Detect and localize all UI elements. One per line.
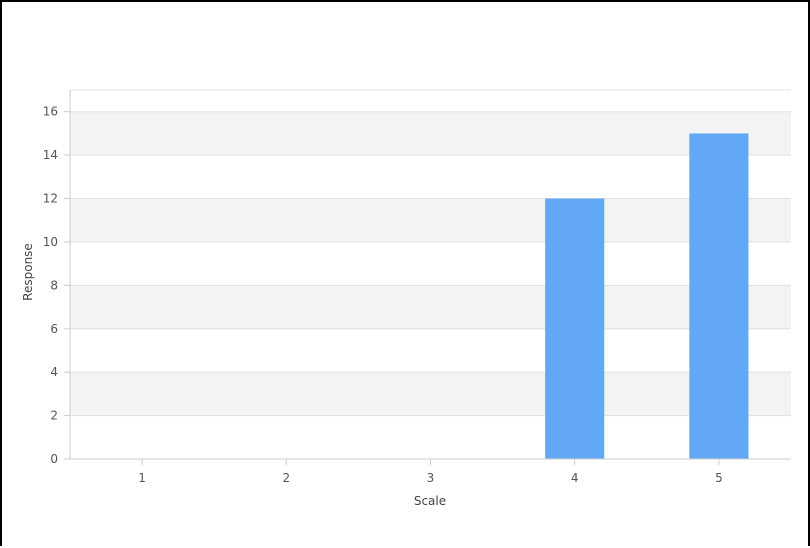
x-tick-labels: 1 2 3 4 5 — [138, 471, 722, 485]
grid-band — [70, 111, 791, 156]
x-tick-label: 2 — [282, 471, 290, 485]
grid-band — [70, 285, 791, 329]
grid-band — [70, 372, 791, 416]
grid-band — [70, 198, 791, 242]
y-tick-label: 2 — [50, 409, 58, 423]
y-tick-label: 6 — [50, 322, 58, 336]
y-tick-labels: 0 2 4 6 8 10 12 14 16 — [43, 105, 58, 466]
y-tick-label: 4 — [50, 365, 58, 379]
y-tick-label: 12 — [43, 192, 58, 206]
x-tick-label: 1 — [138, 471, 146, 485]
axes — [69, 90, 791, 465]
x-tick-label: 5 — [715, 471, 723, 485]
bar-5 — [689, 133, 749, 460]
y-axis-title: Response — [21, 243, 35, 301]
bars — [545, 133, 749, 460]
y-tick-label: 10 — [43, 235, 58, 249]
y-tick-label: 0 — [50, 452, 58, 466]
gridlines — [64, 89, 791, 460]
y-tick-label: 16 — [43, 105, 58, 119]
grid-bands — [70, 111, 791, 416]
x-tick-label: 3 — [427, 471, 435, 485]
y-tick-label: 8 — [50, 278, 58, 292]
y-tick-label: 14 — [43, 148, 58, 162]
x-tick-label: 4 — [571, 471, 579, 485]
bar-4 — [545, 198, 605, 459]
x-axis-title: Scale — [414, 494, 446, 508]
